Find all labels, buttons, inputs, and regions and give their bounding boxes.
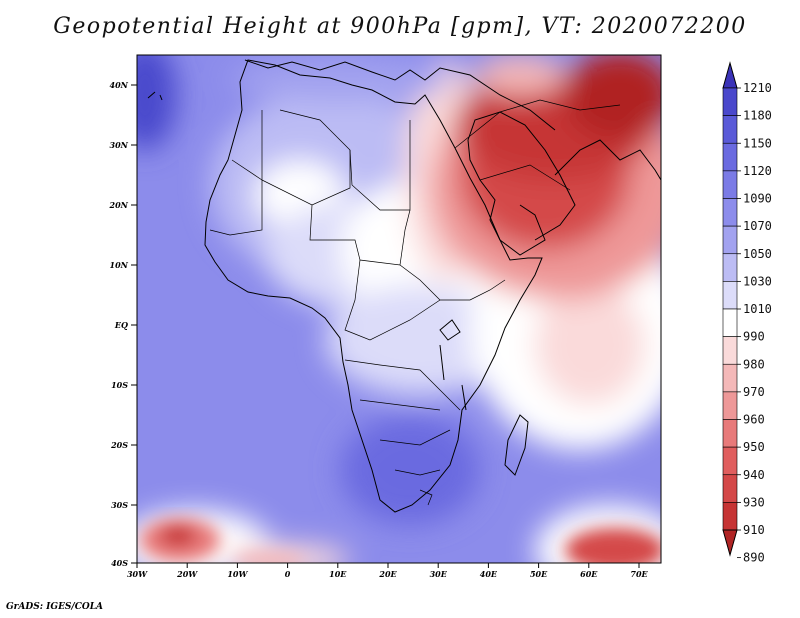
legend-label: 1150 <box>743 136 772 150</box>
field-sw-low-core <box>160 526 196 546</box>
legend-swatch <box>722 308 738 337</box>
lat-label: 40S <box>111 558 128 568</box>
longitude-axis: 30W 20W 10W 0 10E 20E 30E 40E 50E 60E 70E <box>127 563 649 579</box>
europe-coast <box>244 59 556 131</box>
lat-label: 30N <box>110 140 129 150</box>
legend-swatch <box>722 336 738 365</box>
legend-swatch <box>722 225 738 255</box>
legend-swatch <box>722 253 738 282</box>
atlantic-islands <box>147 91 163 101</box>
color-legend: 1210 1180 1150 1120 1090 1070 1050 1030 1010 990 9… <box>722 61 772 565</box>
legend-label: 950 <box>743 440 765 454</box>
field-med-east <box>475 55 565 95</box>
country-borders <box>209 99 621 506</box>
rift-lakes <box>439 344 467 411</box>
legend-swatch <box>722 502 738 531</box>
legend-label: 1050 <box>743 247 772 261</box>
legend-label: 990 <box>743 330 765 344</box>
legend-top-cap <box>722 61 738 89</box>
lat-label: EQ <box>114 320 128 330</box>
africa-coast <box>204 59 543 513</box>
lon-label: 60E <box>580 569 598 579</box>
latitude-axis: 40N 30N 20N 10N EQ 10S 20S 30S 40S <box>109 80 137 568</box>
legend-swatch <box>722 281 738 310</box>
lat-label: 40N <box>110 80 129 90</box>
lon-label: 10W <box>227 569 248 579</box>
legend-label: 1070 <box>743 219 772 233</box>
madagascar <box>504 414 529 476</box>
legend-label: 960 <box>743 413 765 427</box>
field-indian-ocean-low <box>535 285 645 405</box>
field-high-nw <box>137 55 177 150</box>
border-north-2 <box>349 120 411 211</box>
legend-swatch <box>722 391 738 420</box>
legend-label: 940 <box>743 468 765 482</box>
map-title: Geopotential Height at 900hPa [gpm], VT:… <box>53 14 747 39</box>
arabia-coast <box>467 111 576 256</box>
legend-label: 970 <box>743 385 765 399</box>
coastlines <box>147 59 661 513</box>
field-se-low <box>565 528 661 563</box>
border-west-1 <box>209 159 263 236</box>
field-southern-africa <box>340 415 480 525</box>
border-lesotho <box>419 489 433 506</box>
lon-label: 0 <box>285 569 291 579</box>
legend-label: 930 <box>743 495 765 509</box>
persia-coast <box>554 139 661 181</box>
legend-swatch <box>722 115 738 144</box>
lat-label: 20S <box>110 440 128 450</box>
legend-label: 1210 <box>743 81 772 95</box>
lon-label: 20W <box>176 569 198 579</box>
legend-label: 1030 <box>743 274 772 288</box>
legend-label: 1010 <box>743 302 772 316</box>
field-asia-low <box>565 55 661 140</box>
border-southern <box>359 399 451 476</box>
field-mediterranean <box>230 58 450 102</box>
height-field <box>137 55 661 563</box>
legend-label: 1090 <box>743 192 772 206</box>
plot-frame <box>136 54 662 564</box>
border-horn <box>399 264 506 301</box>
legend-swatch <box>722 419 738 448</box>
legend-label: 980 <box>743 357 765 371</box>
legend-swatch <box>722 363 738 393</box>
footer-credit: GrADS: IGES/COLA <box>6 602 104 612</box>
lon-label: 70E <box>630 569 648 579</box>
lon-label: 10E <box>329 569 347 579</box>
legend-swatch <box>722 446 738 476</box>
legend-swatch <box>722 198 738 227</box>
legend-label: 910 <box>743 523 765 537</box>
lat-label: 10N <box>110 260 129 270</box>
lake-victoria <box>439 319 461 341</box>
lon-label: 40E <box>480 569 498 579</box>
border-central <box>344 259 441 341</box>
legend-swatch <box>722 170 738 199</box>
legend-swatch <box>722 87 738 116</box>
lon-label: 30E <box>430 569 448 579</box>
legend-label: 890 <box>743 551 765 565</box>
legend-swatch <box>722 474 738 503</box>
border-middle-east <box>454 99 621 191</box>
legend-label: 1120 <box>743 164 772 178</box>
legend-swatch <box>722 142 738 172</box>
lat-label: 30S <box>111 500 128 510</box>
field-central-africa <box>325 285 515 395</box>
lat-label: 20N <box>109 200 129 210</box>
field-south-low <box>235 552 305 563</box>
lon-label: 20E <box>378 569 397 579</box>
legend-bottom-cap <box>722 529 738 557</box>
legend-label: 1180 <box>743 109 772 123</box>
lon-label: 30W <box>127 569 148 579</box>
border-south-central <box>344 359 461 411</box>
lat-label: 10S <box>111 380 128 390</box>
lon-label: 50E <box>530 569 548 579</box>
